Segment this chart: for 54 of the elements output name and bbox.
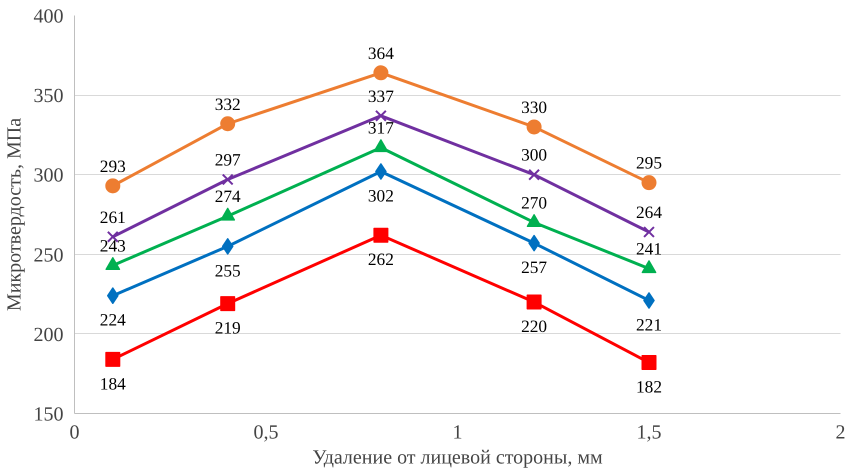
x-tick-label: 0,5 (254, 422, 278, 444)
point (222, 174, 234, 186)
data-label: 243 (100, 236, 126, 256)
data-label: 257 (521, 258, 548, 278)
data-label: 295 (636, 154, 662, 173)
data-label: 182 (636, 378, 662, 397)
point (220, 116, 236, 132)
y-tick-label: 400 (34, 6, 64, 28)
point (642, 175, 656, 190)
y-tick-label: 200 (34, 324, 64, 346)
data-label: 264 (636, 203, 662, 222)
data-label: 261 (100, 208, 126, 227)
data-label: 364 (368, 44, 394, 63)
data-label: 221 (636, 315, 662, 334)
x-axis-title: Удаление от лицевой стороны, мм (312, 446, 603, 468)
point (220, 296, 236, 312)
data-label: 241 (636, 240, 662, 259)
y-tick-label: 300 (34, 164, 64, 187)
data-label: 293 (100, 156, 126, 176)
point (526, 294, 542, 310)
point (373, 65, 388, 80)
point (105, 178, 120, 194)
point (374, 110, 387, 122)
point (373, 228, 388, 243)
y-tick-label: 350 (34, 85, 64, 108)
data-label: 224 (100, 310, 126, 330)
data-label: 262 (368, 250, 394, 270)
data-label: 317 (368, 118, 394, 138)
y-tick-label: 250 (34, 244, 64, 266)
point (528, 168, 540, 181)
point (105, 352, 120, 367)
x-tick-label: 1 (452, 422, 462, 444)
data-label: 337 (368, 86, 394, 106)
x-tick-label: 2 (836, 422, 846, 444)
data-label: 330 (521, 98, 548, 117)
data-label: 270 (521, 193, 548, 212)
data-label: 300 (521, 146, 548, 165)
data-label: 302 (368, 186, 394, 206)
point (642, 355, 656, 370)
data-label: 332 (214, 94, 241, 114)
data-label: 274 (214, 187, 242, 206)
data-label: 255 (214, 261, 241, 280)
point (106, 287, 119, 304)
data-label: 297 (214, 150, 242, 170)
data-label: 220 (521, 317, 548, 336)
point (643, 226, 655, 238)
x-tick-label: 1,5 (636, 422, 662, 444)
y-axis-title: Микротвердость, МПа (4, 118, 26, 312)
point (222, 238, 234, 255)
y-tick-label: 150 (34, 404, 64, 426)
x-tick-label: 0 (70, 422, 80, 444)
point (526, 119, 542, 134)
data-label: 184 (100, 374, 126, 394)
data-label: 219 (214, 318, 241, 338)
